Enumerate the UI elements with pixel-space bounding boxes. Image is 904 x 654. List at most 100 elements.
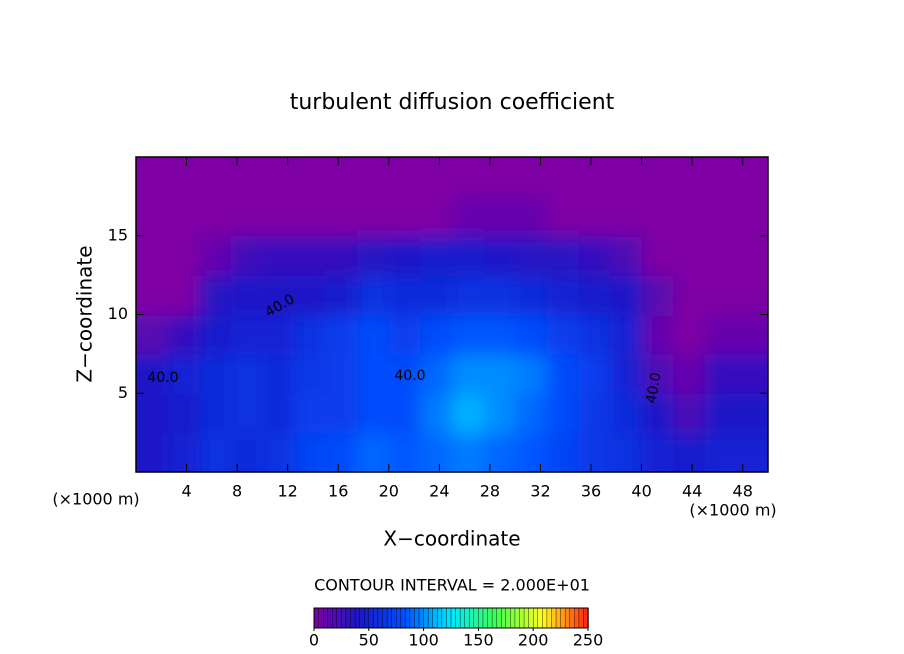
colorbar-swatch: [482, 607, 489, 629]
cell: [546, 353, 580, 395]
colorbar-swatch: [533, 607, 539, 629]
cell: [294, 235, 327, 277]
cell: [262, 196, 295, 237]
colorbar-swatch: [391, 607, 397, 629]
cell: [704, 353, 738, 395]
cell: [325, 157, 359, 198]
cell: [420, 275, 453, 316]
cell: [388, 235, 422, 277]
cell: [578, 432, 611, 472]
cell: [736, 314, 768, 355]
cell: [546, 196, 580, 237]
colorbar-swatch: [418, 607, 425, 629]
cell: [262, 235, 295, 277]
colorbar-swatch: [555, 607, 562, 629]
cell: [420, 353, 453, 395]
colorbar-swatch: [542, 607, 548, 629]
cell: [136, 314, 169, 355]
cell: [578, 393, 611, 434]
cell: [546, 235, 580, 277]
colorbar-swatch: [491, 607, 498, 629]
cell: [230, 235, 264, 277]
colorbar-tick-label: 100: [408, 631, 439, 650]
cell: [167, 235, 201, 277]
x-unit-label: (×1000 m): [52, 490, 139, 509]
contour-note: CONTOUR INTERVAL = 2.000E+01: [314, 576, 590, 595]
contour-label: 40.0: [643, 371, 664, 404]
colorbar-swatch: [450, 607, 457, 629]
cell: [578, 196, 611, 237]
colorbar-swatch: [569, 607, 576, 629]
colorbar-swatch: [546, 607, 553, 629]
cell: [704, 157, 738, 198]
cell: [325, 393, 359, 434]
cell: [610, 353, 643, 395]
cell: [294, 157, 327, 198]
cell: [515, 432, 548, 472]
colorbar-swatch: [432, 607, 439, 629]
colorbar-swatch: [473, 607, 480, 629]
cell: [136, 157, 169, 198]
cell: [673, 314, 706, 355]
cell: [294, 353, 327, 395]
colorbar-frame: [313, 607, 589, 629]
y-label: Z−coordinate: [73, 245, 97, 382]
colorbar-swatch: [487, 607, 493, 629]
x-tick-label: 16: [328, 482, 348, 501]
cell: [420, 196, 453, 237]
colorbar-swatch: [501, 607, 507, 629]
cell: [452, 393, 485, 434]
x-label: X−coordinate: [383, 527, 520, 551]
colorbar-swatch: [354, 607, 361, 629]
cell: [357, 235, 390, 277]
cell: [136, 353, 169, 395]
cell: [452, 353, 485, 395]
colorbar-swatch: [322, 607, 329, 629]
x-tick-label: 28: [480, 482, 500, 501]
x-tick-label: 40: [631, 482, 651, 501]
cell: [388, 432, 422, 472]
cell: [136, 393, 169, 434]
colorbar-swatch: [345, 607, 352, 629]
cell: [483, 353, 517, 395]
colorbar-swatch: [368, 607, 375, 629]
colorbar-swatch: [446, 607, 452, 629]
cell: [167, 196, 201, 237]
colorbar-swatch: [332, 607, 338, 629]
colorbar-swatch: [551, 607, 557, 629]
cell: [199, 353, 232, 395]
cell: [357, 432, 390, 472]
cell: [325, 275, 359, 316]
colorbar-tick-label: 0: [309, 631, 319, 650]
cell: [736, 432, 768, 472]
chart-title: turbulent diffusion coefficient: [290, 90, 615, 115]
cell: [673, 393, 706, 434]
cell: [736, 353, 768, 395]
cell: [230, 157, 264, 198]
y-tick-label: 15: [108, 225, 128, 244]
cell: [578, 157, 611, 198]
cell: [230, 393, 264, 434]
cell: [483, 235, 517, 277]
cell: [357, 157, 390, 198]
colorbar-swatch: [327, 607, 333, 629]
cell: [610, 275, 643, 316]
cell: [452, 235, 485, 277]
cell: [136, 275, 169, 316]
cell: [515, 196, 548, 237]
x-tick-label: 48: [733, 482, 753, 501]
cell: [388, 314, 422, 355]
cell: [136, 196, 169, 237]
cell: [167, 157, 201, 198]
cell: [515, 157, 548, 198]
y-tick-label: 10: [108, 304, 128, 323]
cell: [452, 196, 485, 237]
colorbar-swatch: [459, 607, 466, 629]
cell: [262, 275, 295, 316]
cell: [546, 314, 580, 355]
cell: [325, 235, 359, 277]
x-tick-label: 32: [530, 482, 550, 501]
cell: [546, 157, 580, 198]
cell: [294, 393, 327, 434]
cell: [357, 275, 390, 316]
